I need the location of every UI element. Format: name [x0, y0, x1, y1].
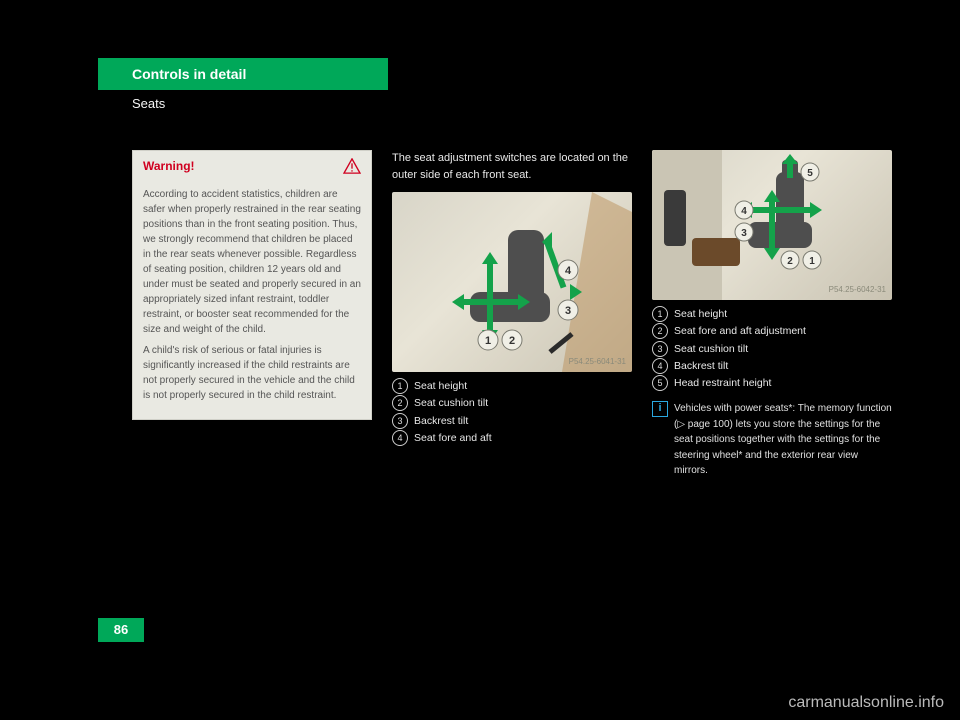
seat-diagram-a: 1 2 3 4 P54.25-6041-31 [392, 192, 632, 372]
legend-text: Seat height [674, 306, 727, 322]
manual-page: Controls in detail Seats Warning! Accord… [64, 28, 896, 668]
legend-row: 3 Seat cushion tilt [652, 341, 892, 357]
diagram-b-ref: P54.25-6042-31 [829, 284, 886, 296]
diag-b-label-2: 2 [787, 256, 793, 267]
seat-diagram-b: 1 2 3 4 5 P54.25-6042-31 [652, 150, 892, 300]
legend-row: 4 Backrest tilt [652, 358, 892, 374]
legend-row: 1 Seat height [392, 378, 632, 394]
diag-b-label-5: 5 [807, 168, 813, 179]
legend-num: 2 [652, 323, 668, 339]
legend-row: 5 Head restraint height [652, 375, 892, 391]
legend-num: 1 [652, 306, 668, 322]
legend-row: 1 Seat height [652, 306, 892, 322]
column-3: 1 2 3 4 5 P54.25-6042-31 1Seat height 2S… [652, 150, 892, 480]
legend-text: Seat fore and aft adjustment [674, 323, 806, 339]
legend-text: Backrest tilt [414, 413, 468, 429]
legend-num: 2 [392, 395, 408, 411]
page-number: 86 [98, 618, 144, 642]
info-text: Vehicles with power seats*: The memory f… [674, 401, 892, 479]
legend-b: 1 Seat height 2 Seat fore and aft adjustme… [652, 306, 892, 391]
warning-title: Warning! [143, 157, 195, 175]
legend-num: 5 [652, 375, 668, 391]
section-subtitle: Seats [132, 96, 165, 111]
warning-header: Warning! [133, 151, 371, 179]
legend-row: 3 Backrest tilt [392, 413, 632, 429]
legend-text: Seat height [414, 378, 467, 394]
legend-num: 1 [392, 378, 408, 394]
header-title: Controls in detail [132, 66, 246, 82]
legend-text: Backrest tilt [674, 358, 728, 374]
column-1: Warning! According to accident statistic… [132, 150, 372, 420]
warning-p1: According to accident statistics, childr… [143, 187, 361, 337]
info-note: i Vehicles with power seats*: The memory… [652, 401, 892, 479]
watermark: carmanualsonline.info [788, 694, 944, 712]
legend-text: Seat cushion tilt [414, 395, 488, 411]
legend-num: 4 [392, 430, 408, 446]
diag-b-label-3: 3 [741, 228, 747, 239]
legend-text: Head restraint height [674, 375, 771, 391]
col2-intro: The seat adjustment switches are located… [392, 150, 632, 184]
warning-p2: A child's risk of serious or fatal injur… [143, 343, 361, 403]
diag-a-label-1: 1 [485, 335, 491, 347]
legend-num: 3 [392, 413, 408, 429]
diag-a-label-3: 3 [565, 305, 571, 317]
info-icon: i [652, 401, 668, 417]
legend-text: Seat cushion tilt [674, 341, 748, 357]
diag-a-label-4: 4 [565, 265, 572, 277]
warning-body: According to accident statistics, childr… [133, 179, 371, 419]
header-bar: Controls in detail [98, 58, 388, 90]
legend-row: 2 Seat fore and aft adjustment [652, 323, 892, 339]
diagram-a-ref: P54.25-6041-31 [569, 356, 626, 368]
warning-box: Warning! According to accident statistic… [132, 150, 372, 420]
warning-triangle-icon [343, 158, 361, 174]
legend-row: 2 Seat cushion tilt [392, 395, 632, 411]
legend-a: 1 Seat height 2 Seat cushion tilt 3 Backres… [392, 378, 632, 446]
legend-row: 4 Seat fore and aft [392, 430, 632, 446]
diag-b-label-4: 4 [741, 206, 747, 217]
diag-b-label-1: 1 [809, 256, 815, 267]
legend-num: 3 [652, 341, 668, 357]
diag-a-label-2: 2 [509, 335, 515, 347]
column-2: The seat adjustment switches are located… [392, 150, 632, 447]
legend-num: 4 [652, 358, 668, 374]
legend-text: Seat fore and aft [414, 430, 492, 446]
